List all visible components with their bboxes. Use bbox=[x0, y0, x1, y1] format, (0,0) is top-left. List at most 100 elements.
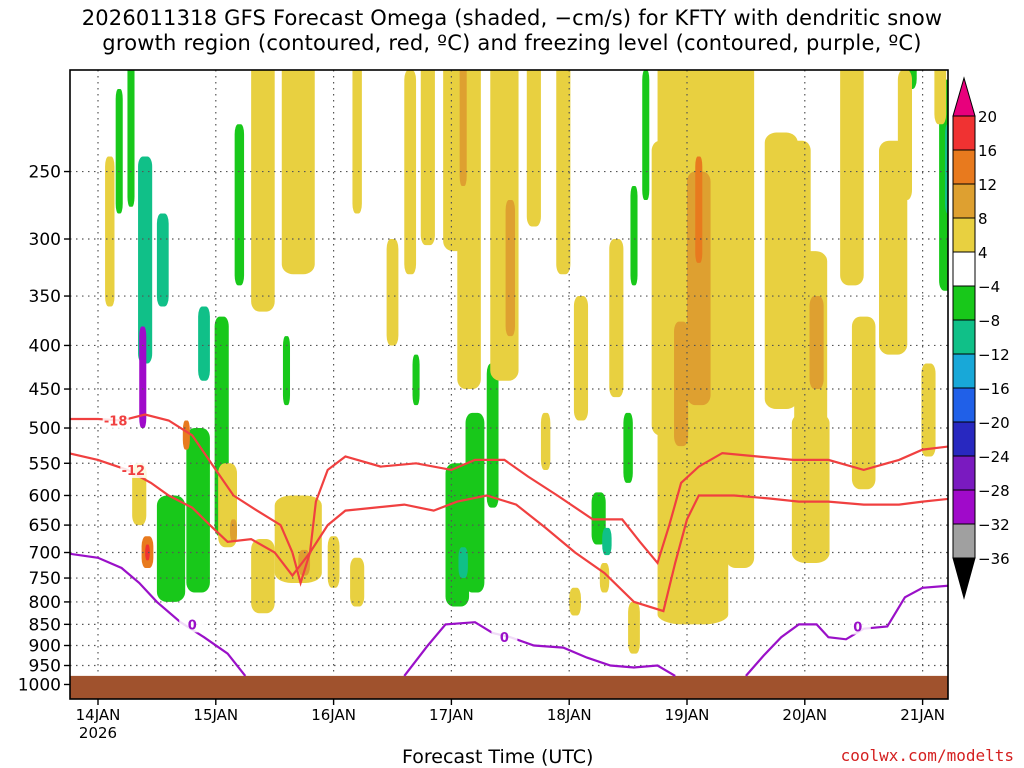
colorbar-label: 8 bbox=[978, 210, 988, 228]
colorbar-swatch bbox=[952, 251, 976, 287]
x-tick-label: 20JAN bbox=[782, 706, 827, 724]
x-axis-title: Forecast Time (UTC) bbox=[402, 746, 594, 768]
x-tick-label: 17JAN bbox=[429, 706, 474, 724]
colorbar-top-arrow bbox=[952, 76, 976, 117]
x-tick-label: 15JAN bbox=[193, 706, 238, 724]
omega-patch bbox=[809, 296, 824, 390]
contour-label-bg bbox=[179, 616, 206, 633]
y-tick-label: 1000 bbox=[18, 675, 61, 695]
colorbar: 20 16 12 8 4 −4 −8 −12 −16 −20 −24 −28 −32 −36 bbox=[952, 76, 1010, 600]
ground-layer bbox=[70, 675, 948, 699]
contour-label: -18 bbox=[104, 415, 128, 430]
omega-patch bbox=[851, 316, 876, 490]
omega-patch bbox=[156, 213, 169, 307]
colorbar-swatch bbox=[952, 353, 976, 389]
omega-patch bbox=[420, 70, 435, 246]
colorbar-label: 16 bbox=[978, 142, 997, 160]
colorbar-bottom-arrow bbox=[952, 557, 976, 600]
omega-patch bbox=[459, 70, 467, 187]
omega-patch bbox=[840, 70, 864, 286]
y-tick-label: 600 bbox=[29, 486, 61, 506]
omega-patch bbox=[540, 412, 551, 470]
y-tick-label: 700 bbox=[29, 544, 61, 564]
colorbar-swatch bbox=[952, 523, 976, 559]
x-tick-label: 16JAN bbox=[311, 706, 356, 724]
omega-patch bbox=[609, 239, 624, 398]
x-tick-label: 18JAN bbox=[547, 706, 592, 724]
omega-patch bbox=[505, 200, 516, 337]
omega-patch bbox=[186, 428, 210, 593]
title-line-1: 2026011318 GFS Forecast Omega (shaded, −… bbox=[81, 6, 943, 30]
contour-label-bg bbox=[491, 629, 518, 646]
omega-patch bbox=[127, 70, 135, 207]
freezing-level-contour bbox=[745, 584, 948, 677]
omega-patch bbox=[465, 412, 485, 593]
omega-patch bbox=[934, 70, 947, 125]
omega-patch bbox=[457, 70, 481, 390]
colorbar-swatch bbox=[952, 217, 976, 253]
colorbar-label: −16 bbox=[978, 380, 1010, 398]
colorbar-swatch bbox=[952, 285, 976, 321]
chart-title: 2026011318 GFS Forecast Omega (shaded, −… bbox=[0, 6, 1024, 56]
y-tick-label: 400 bbox=[29, 336, 61, 356]
y-tick-label: 250 bbox=[29, 163, 61, 183]
omega-patch bbox=[623, 412, 633, 483]
omega-patch bbox=[725, 70, 755, 569]
contour-label: -12 bbox=[122, 464, 146, 479]
omega-patch bbox=[156, 495, 186, 602]
omega-patch bbox=[486, 363, 499, 508]
colorbar-label: 20 bbox=[978, 108, 997, 126]
omega-patch bbox=[138, 156, 153, 364]
omega-patch bbox=[458, 547, 468, 579]
omega-patch bbox=[687, 171, 711, 406]
omega-patch bbox=[199, 0, 208, 70]
omega-patch bbox=[251, 70, 275, 312]
y-tick-label: 650 bbox=[29, 516, 61, 536]
colorbar-label: −20 bbox=[978, 414, 1010, 432]
plot-frame bbox=[69, 69, 949, 700]
omega-patch bbox=[556, 70, 571, 275]
contour-label-bg bbox=[102, 412, 129, 429]
colorbar-swatch bbox=[952, 387, 976, 423]
y-tick-label: 950 bbox=[29, 657, 61, 677]
title-line-2: growth region (contoured, red, ºC) and f… bbox=[102, 31, 922, 55]
contour-label: 0 bbox=[188, 618, 197, 633]
y-tick-label: 300 bbox=[29, 230, 61, 250]
omega-patch bbox=[467, 0, 472, 70]
omega-patch bbox=[642, 70, 650, 201]
omega-patch bbox=[897, 70, 912, 201]
omega-patch bbox=[791, 412, 830, 563]
y-tick-label: 350 bbox=[29, 287, 61, 307]
omega-patch bbox=[198, 306, 210, 381]
ground-fill bbox=[70, 675, 948, 699]
omega-patch bbox=[526, 70, 541, 227]
omega-patch bbox=[229, 519, 238, 542]
colorbar-label: −32 bbox=[978, 516, 1010, 534]
y-tick-label: 500 bbox=[29, 419, 61, 439]
contours: -18 -12 0 0 0 bbox=[70, 412, 948, 677]
x-tick-label: 14JAN bbox=[76, 706, 121, 724]
omega-patch bbox=[674, 321, 689, 447]
snow-growth-contour bbox=[70, 413, 948, 587]
freezing-level-contour bbox=[70, 552, 247, 677]
omega-patch bbox=[573, 296, 589, 421]
colorbar-swatch bbox=[952, 421, 976, 457]
y-tick-label: 550 bbox=[29, 454, 61, 474]
x-tick-year-label: 2026 bbox=[79, 724, 117, 742]
omega-patch bbox=[630, 186, 638, 286]
colorbar-label: −36 bbox=[978, 550, 1010, 568]
y-tick-label: 750 bbox=[29, 569, 61, 589]
colorbar-label: −12 bbox=[978, 346, 1010, 364]
y-tick-label: 850 bbox=[29, 615, 61, 635]
omega-patch bbox=[105, 156, 115, 307]
colorbar-label: −8 bbox=[978, 312, 1000, 330]
omega-shading bbox=[105, 0, 948, 654]
omega-patch bbox=[386, 239, 399, 346]
x-tick-label: 21JAN bbox=[900, 706, 945, 724]
x-tick-label: 19JAN bbox=[665, 706, 710, 724]
colorbar-label: −28 bbox=[978, 482, 1010, 500]
omega-patch bbox=[921, 363, 936, 457]
contour-label-bg bbox=[844, 618, 871, 635]
omega-patch bbox=[695, 156, 703, 263]
omega-patch bbox=[404, 70, 417, 275]
